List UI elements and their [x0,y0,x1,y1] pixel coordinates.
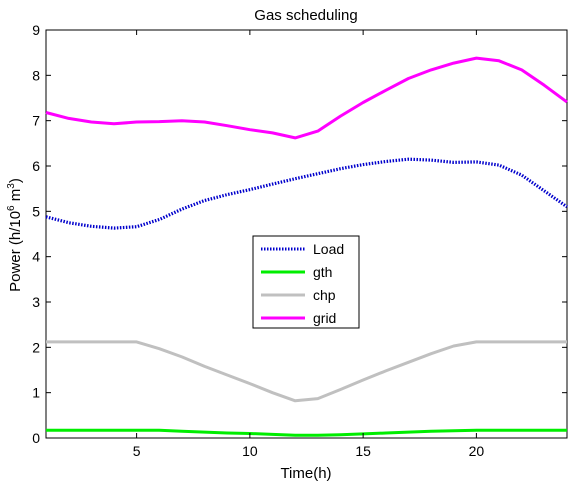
series-line-grid [45,56,568,140]
x-tick-label: 20 [469,443,485,459]
series-line-chp [46,340,567,403]
series-line-load [45,157,568,230]
y-tick-label: 5 [32,203,40,219]
plot-frame [45,29,568,439]
legend-label-load: Load [313,241,344,257]
y-tick-label: 8 [32,67,40,83]
y-tick-label: 6 [32,158,40,174]
x-axis-label: Time(h) [280,465,331,482]
y-tick-label: 7 [32,113,40,129]
y-axis-label-main: Power (h/10 [7,211,24,292]
series-line-gth [46,428,567,437]
plot-area [45,29,568,439]
legend-box [252,235,360,329]
y-axis-label-tail: m [7,189,24,206]
x-tick-label: 10 [242,443,258,459]
x-tick-label: 5 [133,443,141,459]
y-axis-label: Power (h/106 m3) [6,178,24,292]
x-axis: 5 10 15 20 [133,30,485,459]
y-tick-label: 3 [32,294,40,310]
legend-label-grid: grid [313,310,336,326]
y-axis-label-sup2: 3 [6,183,17,189]
y-tick-label: 2 [32,339,40,355]
chart-title: Gas scheduling [254,7,357,24]
legend: Load gth chp grid [252,235,360,329]
y-axis-label-sup: 6 [6,205,17,211]
legend-label-chp: chp [313,287,336,303]
legend-label-gth: gth [313,264,332,280]
y-axis-label-close: ) [7,178,24,183]
y-tick-label: 9 [32,22,40,38]
y-tick-label: 1 [32,385,40,401]
x-tick-label: 15 [355,443,371,459]
y-axis: 0 1 2 3 4 5 6 7 8 9 [32,22,567,446]
y-tick-label: 4 [32,249,40,265]
y-tick-label: 0 [32,430,40,446]
